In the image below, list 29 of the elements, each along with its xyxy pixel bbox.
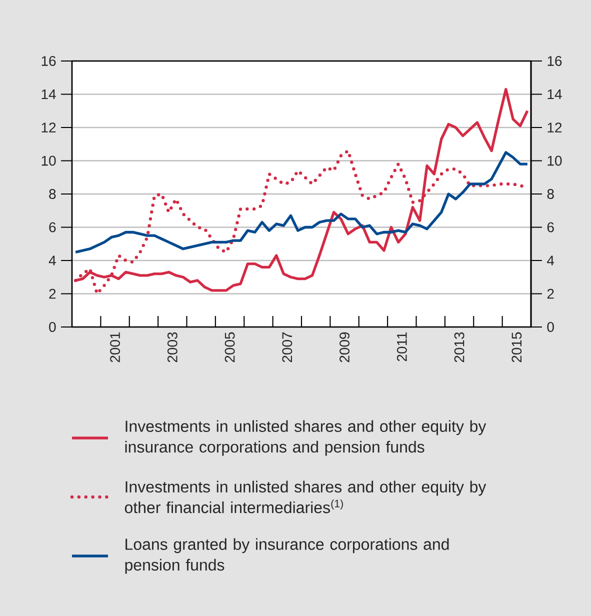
y2-tick-label: 0 (547, 322, 554, 332)
y-tick-label: 14 (42, 89, 56, 100)
legend-label: Investments in unlisted shares and other equity by insurance corporations and pension funds (125, 420, 486, 456)
y2-tick-label: 8 (547, 189, 554, 199)
x-tick-label: 2003 (167, 332, 178, 362)
x-tick-label: 2005 (224, 332, 235, 362)
y2-tick-label: 12 (548, 122, 562, 132)
legend-label: Investments in unlisted shares and other equity by other financial intermediaries$^{(1)}$ (124, 480, 486, 514)
y-tick-label: 10 (42, 156, 56, 166)
y-tick-label: 12 (42, 122, 56, 132)
x-tick-label: 2013 (454, 332, 464, 362)
x-tick-label: 2011 (396, 332, 407, 362)
x-tick-label: 2007 (282, 332, 292, 362)
x-tick-label: 2001 (110, 332, 120, 362)
y2-tick-label: 2 (547, 288, 554, 299)
y-tick-label: 2 (49, 288, 56, 299)
legend-label: Loans granted by insurance corporations and pension funds (125, 538, 449, 574)
y-tick-label: 8 (49, 189, 56, 199)
x-tick-label: 2015 (512, 332, 522, 362)
y2-tick-label: 6 (547, 222, 554, 232)
y2-tick-label: 10 (548, 156, 562, 166)
y2-tick-label: 16 (548, 56, 562, 66)
y-tick-label: 4 (48, 256, 56, 266)
y-tick-label: 6 (49, 222, 56, 232)
y2-tick-label: 4 (547, 256, 554, 266)
x-tick-label: 2009 (340, 332, 350, 362)
y-tick-label: 0 (49, 322, 56, 332)
y-tick-label: 16 (42, 56, 56, 66)
y2-tick-label: 14 (548, 89, 562, 100)
